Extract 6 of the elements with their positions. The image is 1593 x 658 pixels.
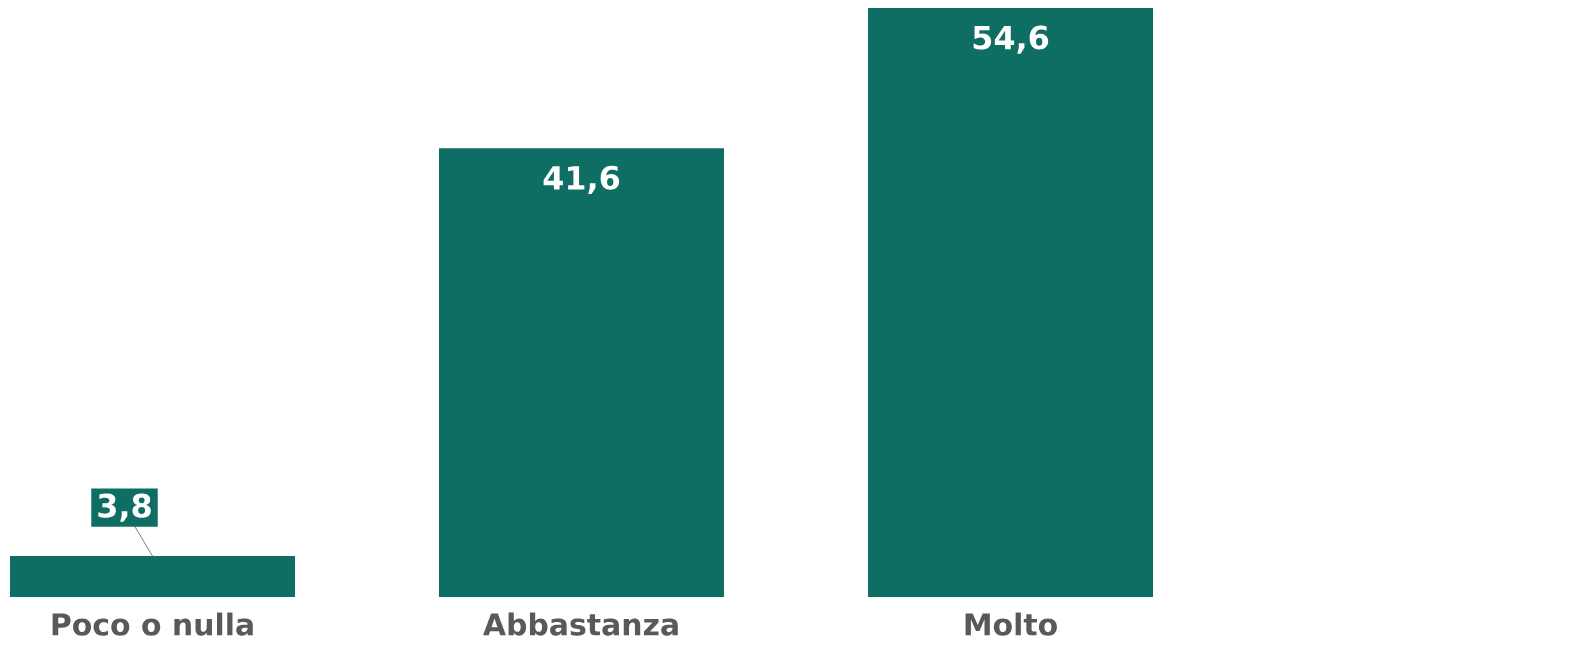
data-label: 54,6 — [973, 25, 1049, 54]
data-label: 41,6 — [543, 165, 620, 194]
x-tick-label: Molto — [965, 612, 1057, 636]
x-tick-label: Abbastanza — [483, 612, 678, 636]
x-tick-label: Poco o nulla — [52, 612, 253, 636]
data-label: 3,8 — [98, 493, 151, 522]
